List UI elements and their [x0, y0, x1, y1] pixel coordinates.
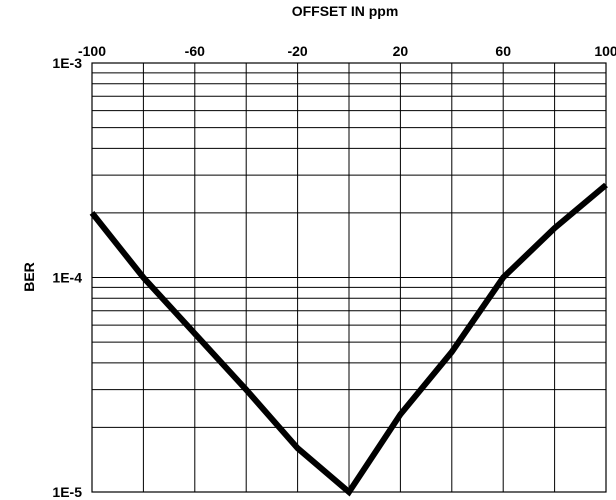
x-tick-label: 60: [495, 43, 511, 59]
grid: [91, 62, 607, 493]
ber-series-line: [89, 182, 608, 497]
series-layer: [89, 182, 608, 497]
x-tick-label: -100: [78, 43, 106, 59]
x-tick-labels: -100 -60 -20 20 60 100: [78, 43, 616, 59]
x-tick-label: -60: [185, 43, 205, 59]
x-tick-label: -20: [287, 43, 307, 59]
y-tick-labels: 1E-3 1E-4 1E-5: [52, 55, 82, 500]
y-axis-title: BER: [21, 262, 37, 292]
x-tick-label: 100: [594, 43, 616, 59]
y-tick-label: 1E-3: [52, 55, 82, 71]
y-tick-label: 1E-4: [52, 270, 82, 286]
x-tick-label: 20: [393, 43, 409, 59]
x-axis-title: OFFSET IN ppm: [292, 3, 399, 19]
y-tick-label: 1E-5: [52, 484, 82, 500]
